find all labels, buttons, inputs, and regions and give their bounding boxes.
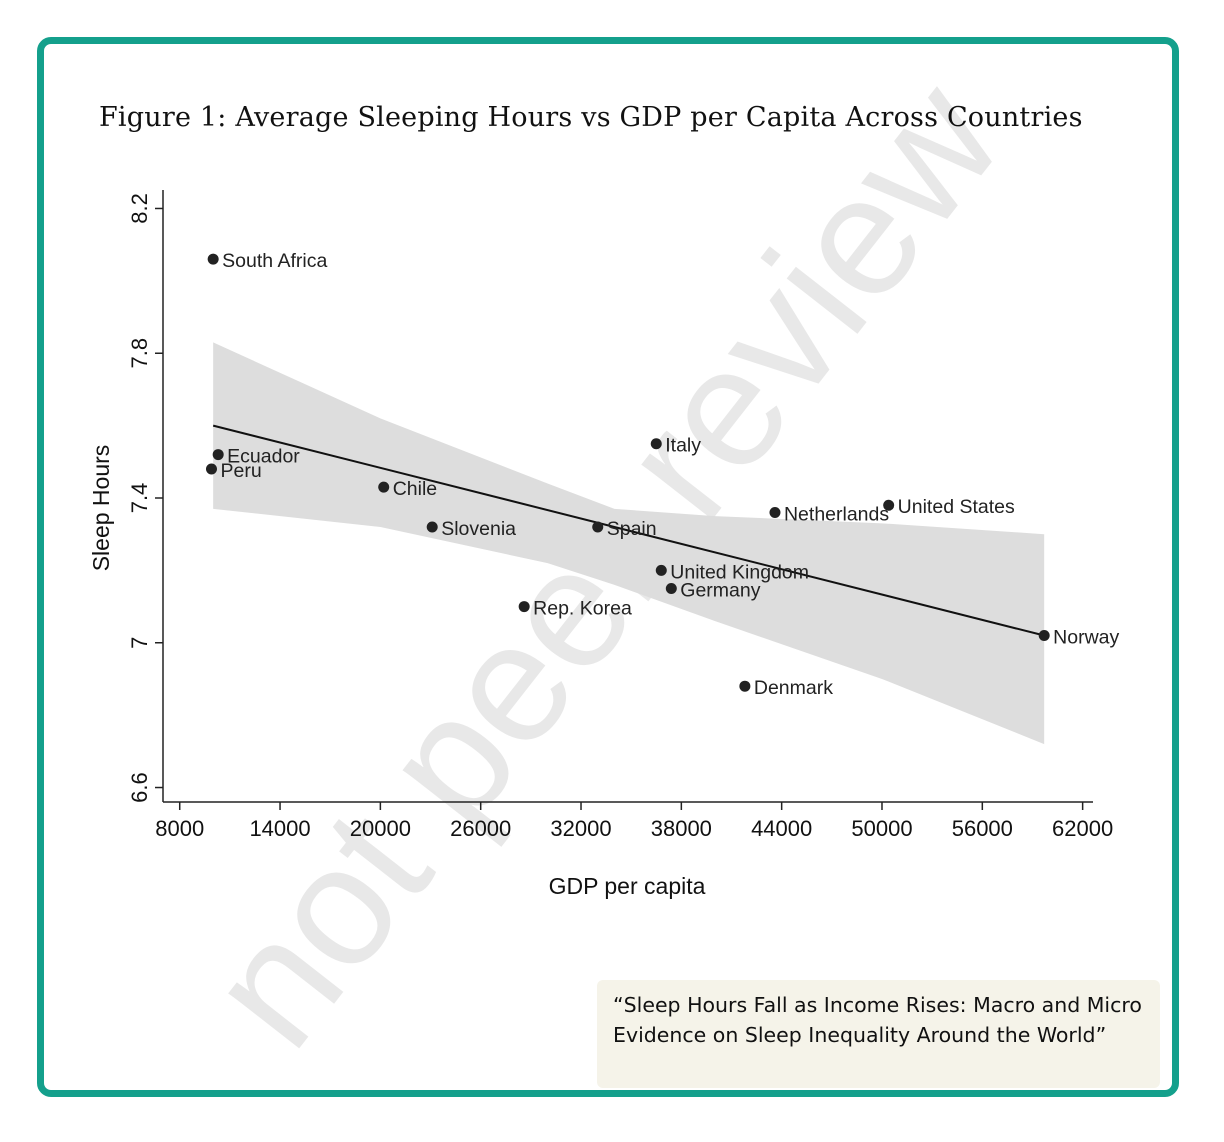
y-tick-label: 6.6 [127,772,152,803]
point-label: Peru [220,460,261,482]
data-point [378,481,390,493]
y-tick-label: 7 [127,637,152,649]
data-point [650,438,662,450]
data-point [1038,630,1050,642]
x-tick-label: 56000 [952,816,1013,841]
point-label: Rep. Korea [533,598,632,620]
point-label: United Kingdom [670,561,809,583]
x-tick-label: 38000 [651,816,712,841]
point-label: Norway [1053,627,1119,649]
point-label: South Africa [222,250,327,272]
x-tick-label: 26000 [450,816,511,841]
data-point [665,582,677,594]
point-label: Slovenia [441,518,516,540]
point-label: Italy [665,435,701,457]
x-tick-label: 32000 [550,816,611,841]
caption-text: “Sleep Hours Fall as Income Rises: Macro… [613,993,1142,1047]
point-label: Netherlands [784,503,889,525]
point-label: Spain [607,518,657,540]
figure-card: Figure 1: Average Sleeping Hours vs GDP … [37,37,1179,1097]
data-point [769,506,781,518]
figure-title: Figure 1: Average Sleeping Hours vs GDP … [99,102,1083,133]
fit-line-layer [212,424,1045,637]
x-axis-label: GDP per capita [549,873,706,899]
data-point [592,521,604,533]
point-label: Germany [680,579,760,601]
y-tick-label: 7.4 [127,483,152,514]
confidence-band [213,342,1045,745]
fit-line [212,424,1045,637]
x-tick-label: 20000 [350,816,411,841]
scatter-plot: 8000 14000 20000 26000 32000 38000 44000 50000 5… [88,190,1120,899]
point-label: Chile [393,478,437,500]
confidence-band-layer [213,342,1045,745]
axes-layer: 8000 14000 20000 26000 32000 38000 44000 50000 5… [127,190,1113,841]
caption-box: “Sleep Hours Fall as Income Rises: Macro… [597,980,1160,1088]
data-point [883,499,895,511]
y-axis-label: Sleep Hours [88,445,114,572]
point-label: Ecuador [227,446,300,468]
point-label: United States [898,496,1015,518]
x-tick-label: 50000 [851,816,912,841]
data-point [739,680,751,692]
data-point [518,601,530,613]
data-point [212,449,224,461]
data-point [426,521,438,533]
x-tick-label: 62000 [1052,816,1113,841]
data-point [655,564,667,576]
data-point [207,253,219,265]
y-tick-label: 8.2 [127,193,152,224]
x-tick-label: 8000 [155,816,204,841]
point-label: Denmark [754,677,833,699]
y-tick-label: 7.8 [127,338,152,369]
x-tick-label: 14000 [249,816,310,841]
data-point [205,463,217,475]
x-tick-label: 44000 [751,816,812,841]
